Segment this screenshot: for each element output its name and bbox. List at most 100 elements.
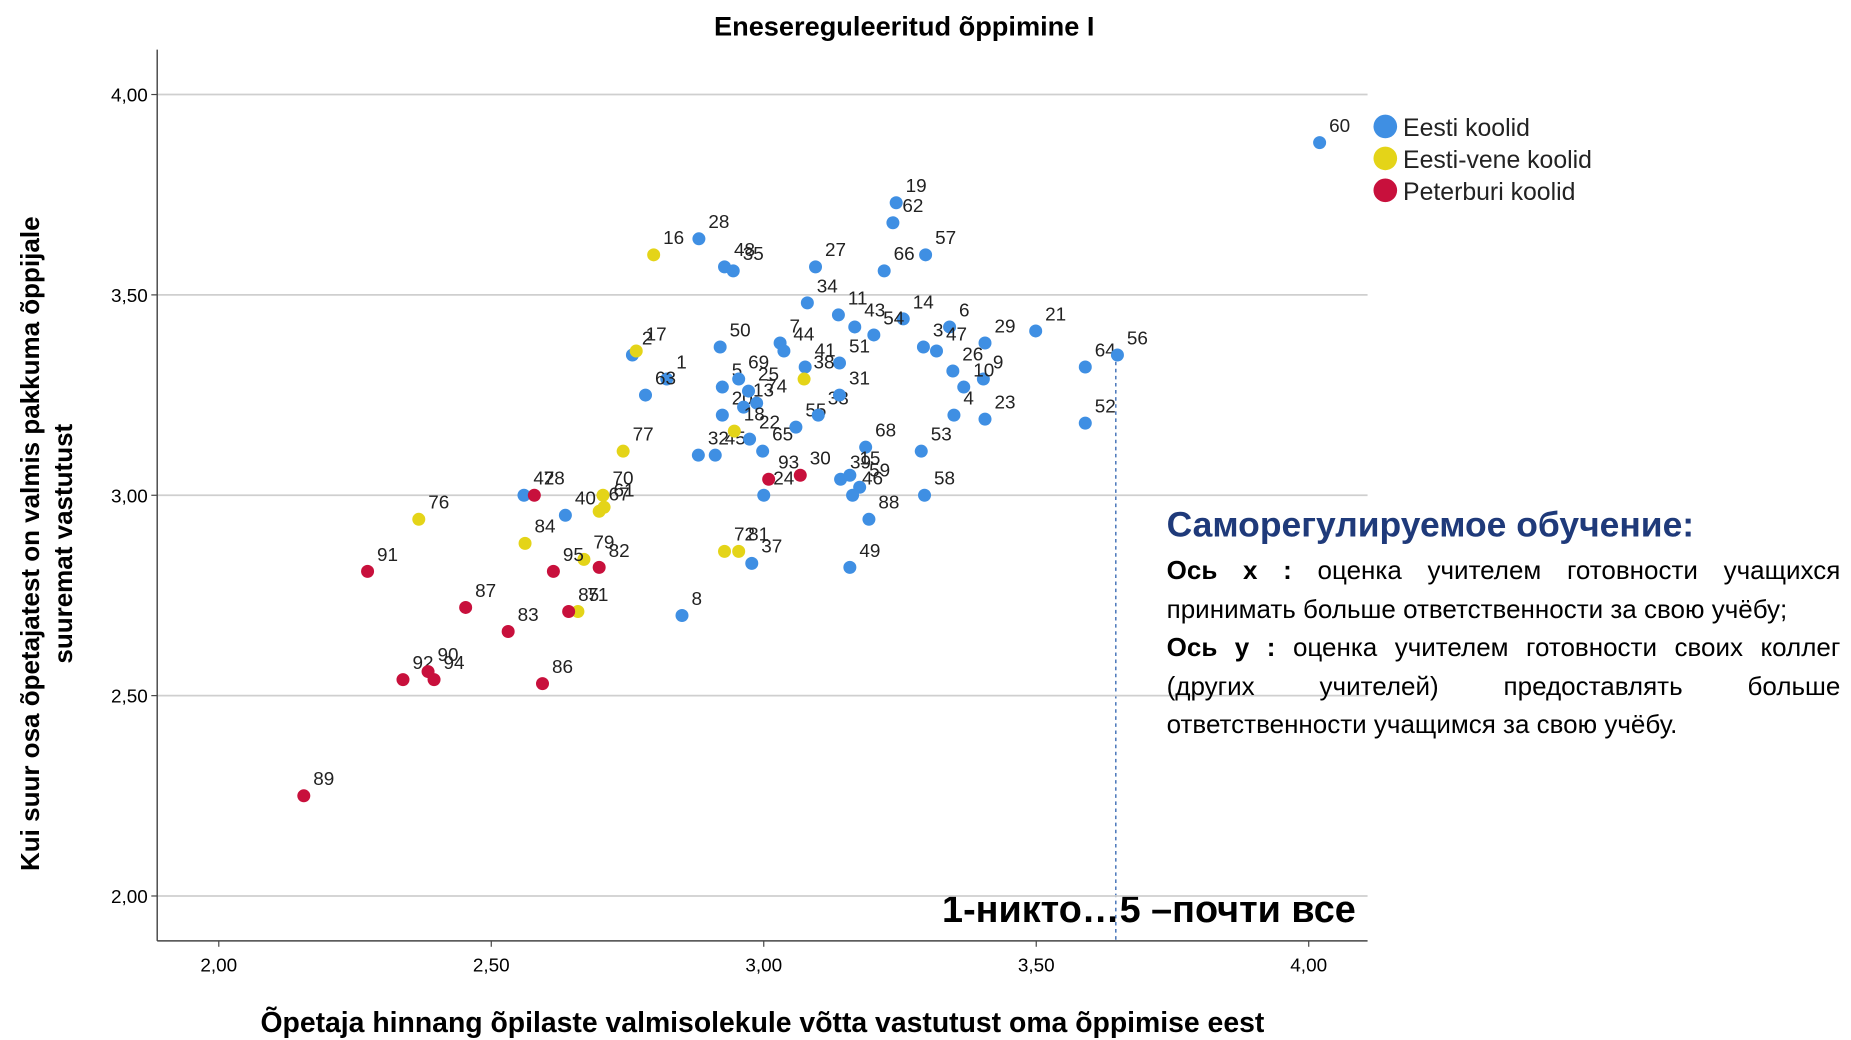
point [501, 625, 515, 639]
point-label: 56 [1127, 328, 1148, 349]
point [978, 336, 992, 350]
point [718, 544, 732, 558]
point [562, 604, 576, 618]
point-label: 77 [633, 425, 654, 446]
point-label: 53 [931, 425, 952, 446]
point-label: 65 [772, 425, 793, 446]
point [843, 468, 857, 482]
point-label: 27 [825, 240, 846, 261]
point [715, 380, 729, 394]
point [743, 432, 757, 446]
point [867, 328, 881, 342]
point [750, 396, 764, 410]
legend-label: Eesti-vene koolid [1403, 147, 1592, 174]
chart-title: Enesereguleeritud õppimine I [714, 10, 1095, 41]
point [459, 600, 473, 614]
point [914, 444, 928, 458]
y-head: Ось y : [1166, 632, 1276, 662]
point [737, 400, 751, 414]
y-axis-title: Kui suur osa õpetajatest on valmis pakku… [15, 216, 45, 871]
point-label: 59 [869, 461, 890, 482]
point [741, 384, 755, 398]
point [732, 544, 746, 558]
point [800, 296, 814, 310]
point [692, 232, 706, 246]
point [616, 444, 630, 458]
point-label: 21 [1045, 304, 1066, 325]
point [896, 312, 910, 326]
point [789, 420, 803, 434]
point [833, 356, 847, 370]
point [831, 308, 845, 322]
point-label: 60 [1329, 116, 1350, 137]
legend-label: Eesti koolid [1403, 115, 1530, 142]
point-label: 24 [773, 469, 794, 490]
legend-label: Peterburi koolid [1403, 179, 1575, 206]
point-label: 10 [973, 360, 994, 381]
point [976, 372, 990, 386]
point [918, 488, 932, 502]
point [1078, 360, 1092, 374]
point [859, 440, 873, 454]
point-label: 4 [963, 388, 974, 409]
point-label: 64 [1095, 340, 1116, 361]
point-label: 44 [793, 324, 814, 345]
point-label: 1 [676, 352, 687, 373]
point-label: 63 [655, 368, 676, 389]
point [943, 320, 957, 334]
point [412, 512, 426, 526]
point-label: 78 [544, 469, 565, 490]
y-tick-label: 3,00 [111, 486, 148, 507]
point-label: 86 [552, 657, 573, 678]
point [886, 216, 900, 230]
point-label: 94 [444, 653, 465, 674]
point [427, 673, 441, 687]
point [675, 608, 689, 622]
point [957, 380, 971, 394]
y-tick-label: 2,00 [111, 887, 148, 908]
x-tick-label: 3,50 [1018, 956, 1055, 977]
point-label: 88 [878, 493, 899, 514]
y-text: оценка учителем готовности своих коллег … [1166, 632, 1841, 739]
point-label: 28 [708, 212, 729, 233]
point [715, 408, 729, 422]
point-label: 38 [814, 352, 835, 373]
point-label: 69 [748, 352, 769, 373]
point-label: 81 [748, 525, 769, 546]
point-label: 6 [959, 300, 970, 321]
point [396, 673, 410, 687]
x-tick-label: 4,00 [1290, 956, 1327, 977]
point-label: 61 [614, 481, 635, 502]
point-label: 9 [993, 352, 1004, 373]
point-label: 79 [593, 533, 614, 554]
point-label: 30 [810, 449, 831, 470]
point-label: 7 [790, 316, 801, 337]
point [708, 448, 722, 462]
point-label: 90 [438, 645, 459, 666]
point [877, 264, 891, 278]
point-label: 50 [730, 320, 751, 341]
point-label: 48 [734, 240, 755, 261]
x-head: Ось x : [1166, 555, 1292, 586]
point [762, 472, 776, 486]
point [846, 488, 860, 502]
point-label: 15 [859, 449, 880, 470]
point-label: 46 [862, 469, 883, 490]
point [638, 388, 652, 402]
x-tick-label: 3,00 [745, 956, 782, 977]
point-label: 11 [848, 288, 868, 309]
point-label: 66 [894, 244, 915, 265]
point [571, 604, 585, 618]
legend-marker [1373, 146, 1398, 171]
point-label: 17 [646, 324, 667, 345]
point [745, 556, 759, 570]
point [798, 360, 812, 374]
legend-marker [1373, 178, 1398, 203]
point-label: 16 [663, 228, 684, 249]
point [535, 677, 549, 691]
point-label: 31 [849, 368, 870, 389]
point-label: 37 [761, 537, 782, 558]
point-label: 35 [743, 244, 764, 265]
point-label: 85 [578, 585, 599, 606]
